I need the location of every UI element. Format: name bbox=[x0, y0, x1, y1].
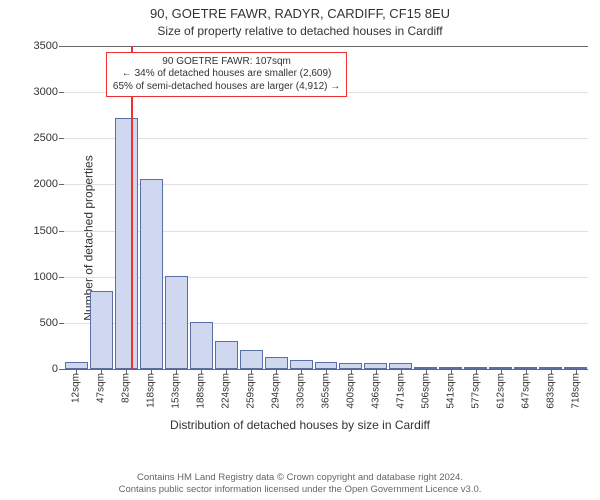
x-tick-label: 330sqm bbox=[296, 373, 307, 409]
y-tick-label: 2500 bbox=[34, 132, 58, 144]
histogram-bar bbox=[290, 360, 313, 369]
y-tick-mark bbox=[59, 184, 64, 185]
histogram-bar bbox=[190, 322, 213, 369]
y-tick-mark bbox=[59, 92, 64, 93]
annotation-line: 65% of semi-detached houses are larger (… bbox=[113, 81, 340, 94]
x-tick-label: 153sqm bbox=[171, 373, 182, 409]
x-tick-label: 259sqm bbox=[246, 373, 257, 409]
y-tick-label: 0 bbox=[52, 363, 58, 375]
x-tick-label: 436sqm bbox=[370, 373, 381, 409]
x-tick-label: 188sqm bbox=[196, 373, 207, 409]
histogram-bar bbox=[315, 362, 338, 369]
annotation-line: ← 34% of detached houses are smaller (2,… bbox=[113, 68, 340, 81]
x-tick-label: 471sqm bbox=[395, 373, 406, 409]
chart: Number of detached properties 0500100015… bbox=[0, 38, 600, 438]
gridline bbox=[64, 138, 588, 139]
histogram-bar bbox=[240, 350, 263, 369]
y-tick-mark bbox=[59, 138, 64, 139]
y-tick-label: 1500 bbox=[34, 225, 58, 237]
x-tick-label: 683sqm bbox=[545, 373, 556, 409]
x-tick-label: 118sqm bbox=[146, 373, 157, 408]
x-tick-label: 541sqm bbox=[445, 373, 456, 409]
plot-area: 050010001500200025003000350012sqm47sqm82… bbox=[64, 46, 588, 370]
x-tick-label: 718sqm bbox=[570, 373, 581, 409]
root: 90, GOETRE FAWR, RADYR, CARDIFF, CF15 8E… bbox=[0, 0, 600, 500]
y-tick-mark bbox=[59, 231, 64, 232]
page-subtitle: Size of property relative to detached ho… bbox=[0, 24, 600, 38]
histogram-bar bbox=[165, 276, 188, 369]
x-tick-label: 294sqm bbox=[271, 373, 282, 409]
x-tick-label: 400sqm bbox=[345, 373, 356, 409]
histogram-bar bbox=[140, 179, 163, 369]
histogram-bar bbox=[65, 362, 88, 369]
histogram-bar bbox=[265, 357, 288, 369]
y-tick-mark bbox=[59, 369, 64, 370]
annotation-line: 90 GOETRE FAWR: 107sqm bbox=[113, 56, 340, 69]
x-tick-label: 506sqm bbox=[420, 373, 431, 409]
histogram-bar bbox=[115, 118, 138, 369]
y-tick-label: 500 bbox=[40, 317, 58, 329]
y-tick-mark bbox=[59, 323, 64, 324]
titles: 90, GOETRE FAWR, RADYR, CARDIFF, CF15 8E… bbox=[0, 0, 600, 38]
y-tick-label: 1000 bbox=[34, 271, 58, 283]
x-tick-label: 365sqm bbox=[321, 373, 332, 409]
footer-line-2: Contains public sector information licen… bbox=[8, 484, 592, 496]
footer-line-1: Contains HM Land Registry data © Crown c… bbox=[8, 472, 592, 484]
y-tick-label: 2000 bbox=[34, 178, 58, 190]
gridline bbox=[64, 46, 588, 47]
histogram-bar bbox=[90, 291, 113, 369]
annotation-box: 90 GOETRE FAWR: 107sqm← 34% of detached … bbox=[106, 52, 347, 98]
y-tick-label: 3500 bbox=[34, 40, 58, 52]
footer: Contains HM Land Registry data © Crown c… bbox=[8, 472, 592, 496]
y-tick-mark bbox=[59, 46, 64, 47]
y-tick-mark bbox=[59, 277, 64, 278]
x-tick-label: 612sqm bbox=[495, 373, 506, 409]
x-tick-label: 47sqm bbox=[96, 373, 107, 403]
page-title: 90, GOETRE FAWR, RADYR, CARDIFF, CF15 8E… bbox=[0, 6, 600, 22]
y-tick-label: 3000 bbox=[34, 86, 58, 98]
x-axis-label: Distribution of detached houses by size … bbox=[0, 418, 600, 432]
x-tick-label: 577sqm bbox=[470, 373, 481, 409]
x-tick-label: 224sqm bbox=[221, 373, 232, 409]
x-tick-label: 647sqm bbox=[520, 373, 531, 409]
histogram-bar bbox=[215, 341, 238, 369]
x-tick-label: 12sqm bbox=[71, 373, 82, 403]
x-tick-label: 82sqm bbox=[121, 373, 132, 403]
